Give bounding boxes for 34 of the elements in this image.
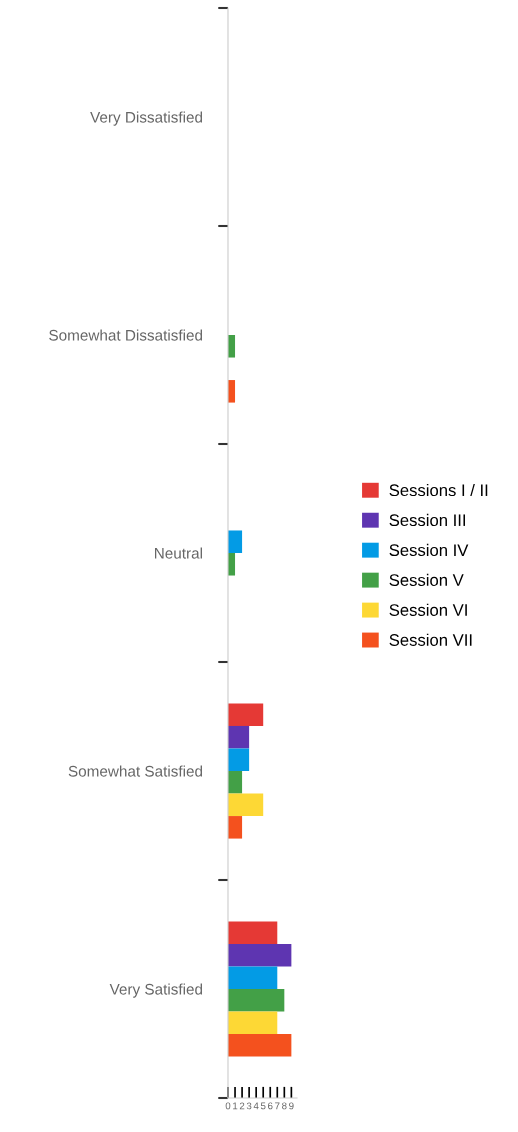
x-tick-label: 0	[225, 1102, 231, 1110]
x-tick-label: 3	[246, 1102, 252, 1110]
y-tick-label: Somewhat Satisfied	[68, 765, 203, 777]
bar	[228, 530, 243, 553]
bar	[228, 816, 243, 839]
bar	[228, 725, 250, 749]
x-tick-label: 5	[260, 1102, 266, 1110]
legend-label: Sessions I / II	[389, 483, 488, 497]
bar	[228, 748, 250, 771]
x-tick-label: 7	[275, 1102, 280, 1110]
x-tick-label: 9	[289, 1102, 294, 1110]
legend-label: Session VII	[389, 633, 472, 646]
y-tick-label: Somewhat Dissatisfied	[49, 329, 203, 341]
bar	[228, 793, 264, 817]
bar	[228, 1034, 292, 1057]
x-tick-label: 2	[239, 1102, 245, 1110]
x-tick-label: 4	[253, 1102, 259, 1110]
bar	[228, 921, 278, 944]
bar	[228, 943, 292, 967]
y-tick-label: Very Dissatisfied	[90, 111, 203, 126]
legend-label: Session VI	[389, 603, 467, 616]
legend-label: Session IV	[389, 543, 469, 557]
bar	[228, 1011, 278, 1035]
bar	[228, 703, 264, 726]
x-tick-label: 1	[233, 1102, 238, 1110]
bar	[228, 989, 285, 1012]
bar	[228, 771, 243, 794]
y-tick-label: Neutral	[155, 547, 202, 559]
y-tick-label: Very Satisfied	[109, 983, 203, 998]
x-tick-label: 8	[282, 1102, 287, 1110]
bar	[228, 966, 278, 989]
x-tick-label: 6	[268, 1102, 273, 1110]
legend-label: Session V	[389, 573, 464, 586]
legend-label: Session III	[389, 513, 466, 527]
